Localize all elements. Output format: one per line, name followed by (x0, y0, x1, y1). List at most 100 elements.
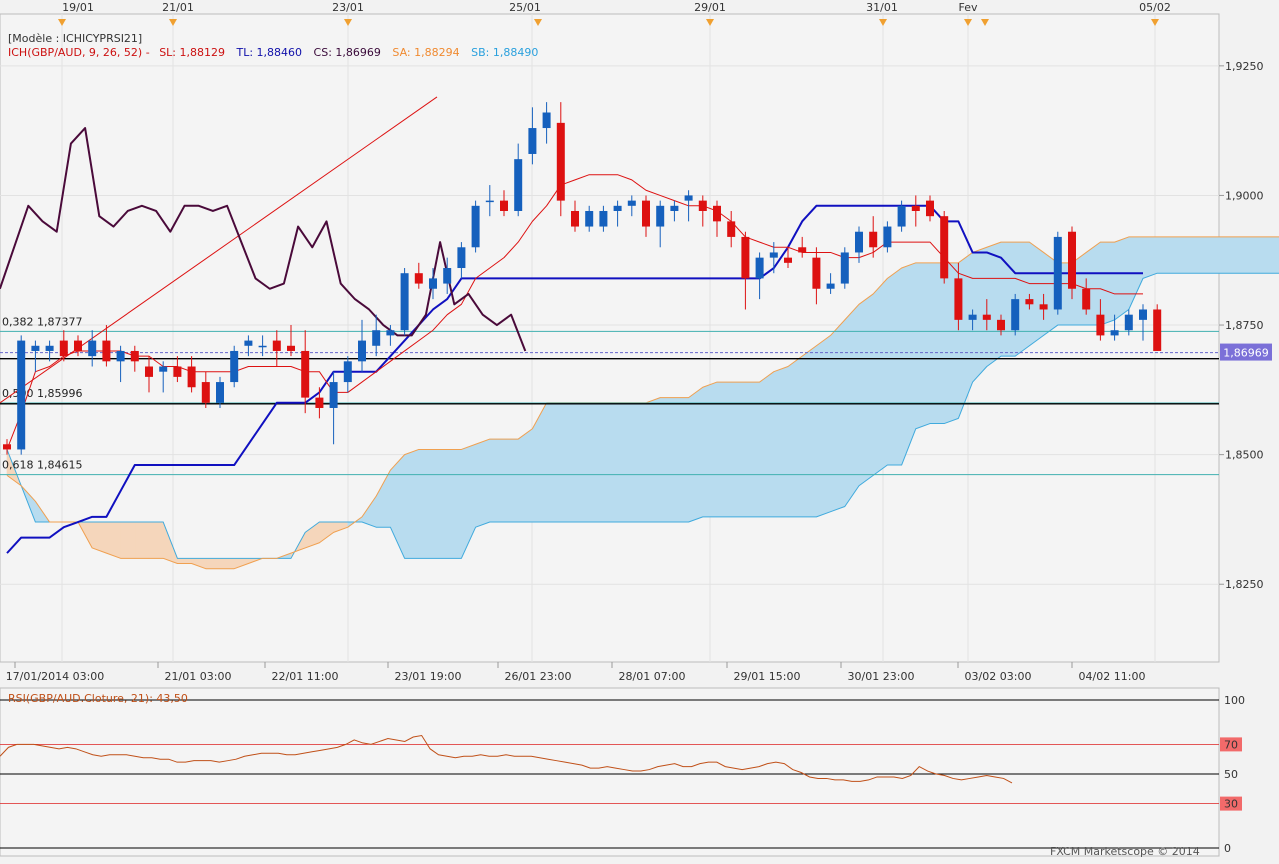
candle[interactable] (173, 356, 182, 383)
candle[interactable] (1153, 304, 1162, 351)
candle[interactable] (585, 205, 594, 232)
candle[interactable] (897, 200, 906, 232)
candle-body (244, 340, 253, 346)
candle[interactable] (528, 107, 537, 165)
candle[interactable] (414, 262, 423, 289)
candle[interactable] (755, 252, 764, 300)
candle[interactable] (59, 330, 68, 362)
candle[interactable] (571, 200, 579, 232)
candle[interactable] (826, 273, 835, 294)
candle[interactable] (400, 268, 409, 336)
rsi-pane[interactable] (0, 687, 1220, 857)
candle[interactable] (840, 247, 849, 289)
candle[interactable] (1011, 293, 1020, 336)
candle[interactable] (372, 314, 381, 357)
candle[interactable] (471, 200, 480, 253)
candle[interactable] (556, 102, 565, 217)
candle[interactable] (741, 231, 750, 310)
candle[interactable] (145, 356, 153, 393)
candle[interactable] (1053, 231, 1062, 315)
candle[interactable] (201, 371, 210, 408)
candle[interactable] (926, 195, 934, 222)
candle[interactable] (599, 205, 608, 232)
candle[interactable] (443, 257, 452, 294)
candle[interactable] (812, 247, 821, 305)
cloud-segment (560, 402, 576, 523)
candle[interactable] (343, 356, 352, 393)
candle[interactable] (713, 200, 721, 237)
candle-body (571, 210, 579, 227)
candle[interactable] (968, 309, 977, 331)
candle[interactable] (1025, 293, 1034, 310)
candle[interactable] (457, 242, 466, 279)
candle[interactable] (514, 143, 523, 217)
candle[interactable] (230, 345, 239, 388)
candle[interactable] (45, 340, 54, 362)
candle[interactable] (769, 242, 778, 274)
candle[interactable] (216, 376, 224, 408)
candle[interactable] (1124, 309, 1133, 336)
candle-body (997, 319, 1005, 331)
event-marker[interactable] (981, 19, 989, 26)
candle[interactable] (613, 200, 622, 227)
candle[interactable] (1039, 293, 1048, 320)
candle[interactable] (855, 226, 863, 263)
candle[interactable] (1139, 304, 1147, 341)
candle[interactable] (911, 195, 920, 227)
candle[interactable] (869, 216, 878, 258)
event-marker[interactable] (534, 19, 542, 26)
candle[interactable] (287, 325, 295, 357)
candle[interactable] (642, 195, 650, 237)
candle[interactable] (784, 247, 792, 269)
event-marker[interactable] (1151, 19, 1159, 26)
candle[interactable] (656, 200, 665, 248)
candle[interactable] (670, 200, 679, 222)
candle[interactable] (698, 195, 707, 227)
candle[interactable] (798, 236, 807, 258)
candle[interactable] (542, 102, 551, 144)
cloud-segment (603, 402, 618, 523)
event-marker[interactable] (169, 19, 177, 26)
candle[interactable] (301, 330, 310, 414)
candle-body (642, 200, 650, 227)
event-marker[interactable] (58, 19, 66, 26)
candle[interactable] (727, 210, 736, 248)
event-marker[interactable] (879, 19, 887, 26)
candle[interactable] (883, 221, 892, 253)
event-marker[interactable] (964, 19, 972, 26)
candle[interactable] (3, 439, 11, 455)
candle[interactable] (386, 325, 395, 346)
candle[interactable] (358, 319, 366, 372)
candle[interactable] (485, 185, 494, 217)
candle[interactable] (272, 330, 281, 367)
candle-body (514, 159, 523, 211)
candle[interactable] (329, 371, 338, 445)
candle[interactable] (1082, 278, 1091, 315)
candle[interactable] (187, 356, 196, 393)
candle[interactable] (684, 190, 693, 222)
candle[interactable] (997, 314, 1005, 336)
candle[interactable] (31, 340, 40, 372)
event-marker[interactable] (706, 19, 714, 26)
candle[interactable] (940, 210, 949, 284)
candle[interactable] (1068, 226, 1076, 300)
candle[interactable] (102, 325, 111, 367)
candle[interactable] (315, 387, 324, 419)
candle[interactable] (429, 268, 437, 300)
candle[interactable] (258, 335, 267, 357)
candle[interactable] (500, 190, 508, 217)
candle[interactable] (1110, 314, 1119, 341)
candle[interactable] (1096, 299, 1105, 341)
price-tick-label: 1,8750 (1225, 319, 1264, 332)
candle[interactable] (88, 330, 97, 367)
candle[interactable] (17, 335, 26, 455)
candle[interactable] (982, 299, 991, 331)
candle[interactable] (244, 335, 253, 357)
candle[interactable] (130, 345, 139, 372)
candle[interactable] (116, 345, 125, 383)
event-marker[interactable] (344, 19, 352, 26)
candle[interactable] (627, 195, 636, 217)
candle[interactable] (74, 335, 82, 357)
candle[interactable] (954, 262, 963, 331)
candle[interactable] (159, 361, 168, 393)
